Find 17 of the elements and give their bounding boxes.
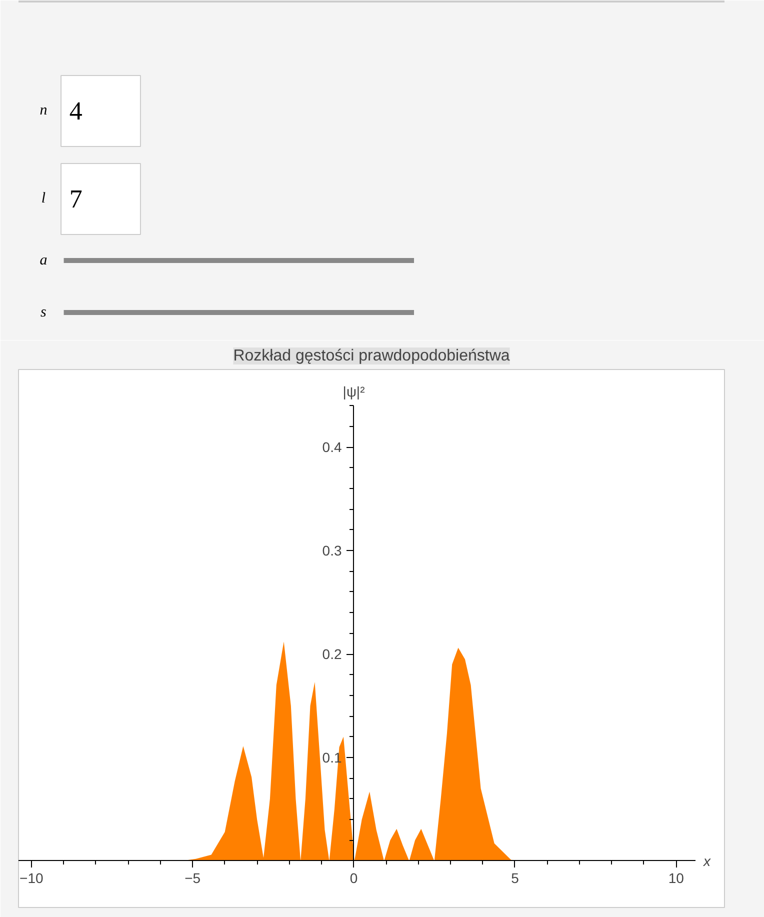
x-axis-title: x [702,852,712,869]
text: a [40,252,48,268]
text: 7 [69,184,82,214]
text: l [41,190,46,206]
text: 4 [69,96,82,126]
text: s [40,304,47,320]
x-tick-label: −5 [184,870,201,886]
chart-title: Rozkład gęstości prawdopodobieństwa [233,348,510,364]
y-axis-title: |ψ|² [342,384,366,400]
x-tick-label: 5 [511,870,520,886]
x-tick-label: 0 [350,870,358,886]
y-tick-label: 0.4 [322,439,342,456]
x-tick-label: 10 [668,870,684,886]
y-tick-label: 0.3 [322,542,342,559]
x-tick-label: −10 [20,870,44,886]
y-tick-label: 0.2 [322,646,342,662]
text: n [40,102,48,118]
